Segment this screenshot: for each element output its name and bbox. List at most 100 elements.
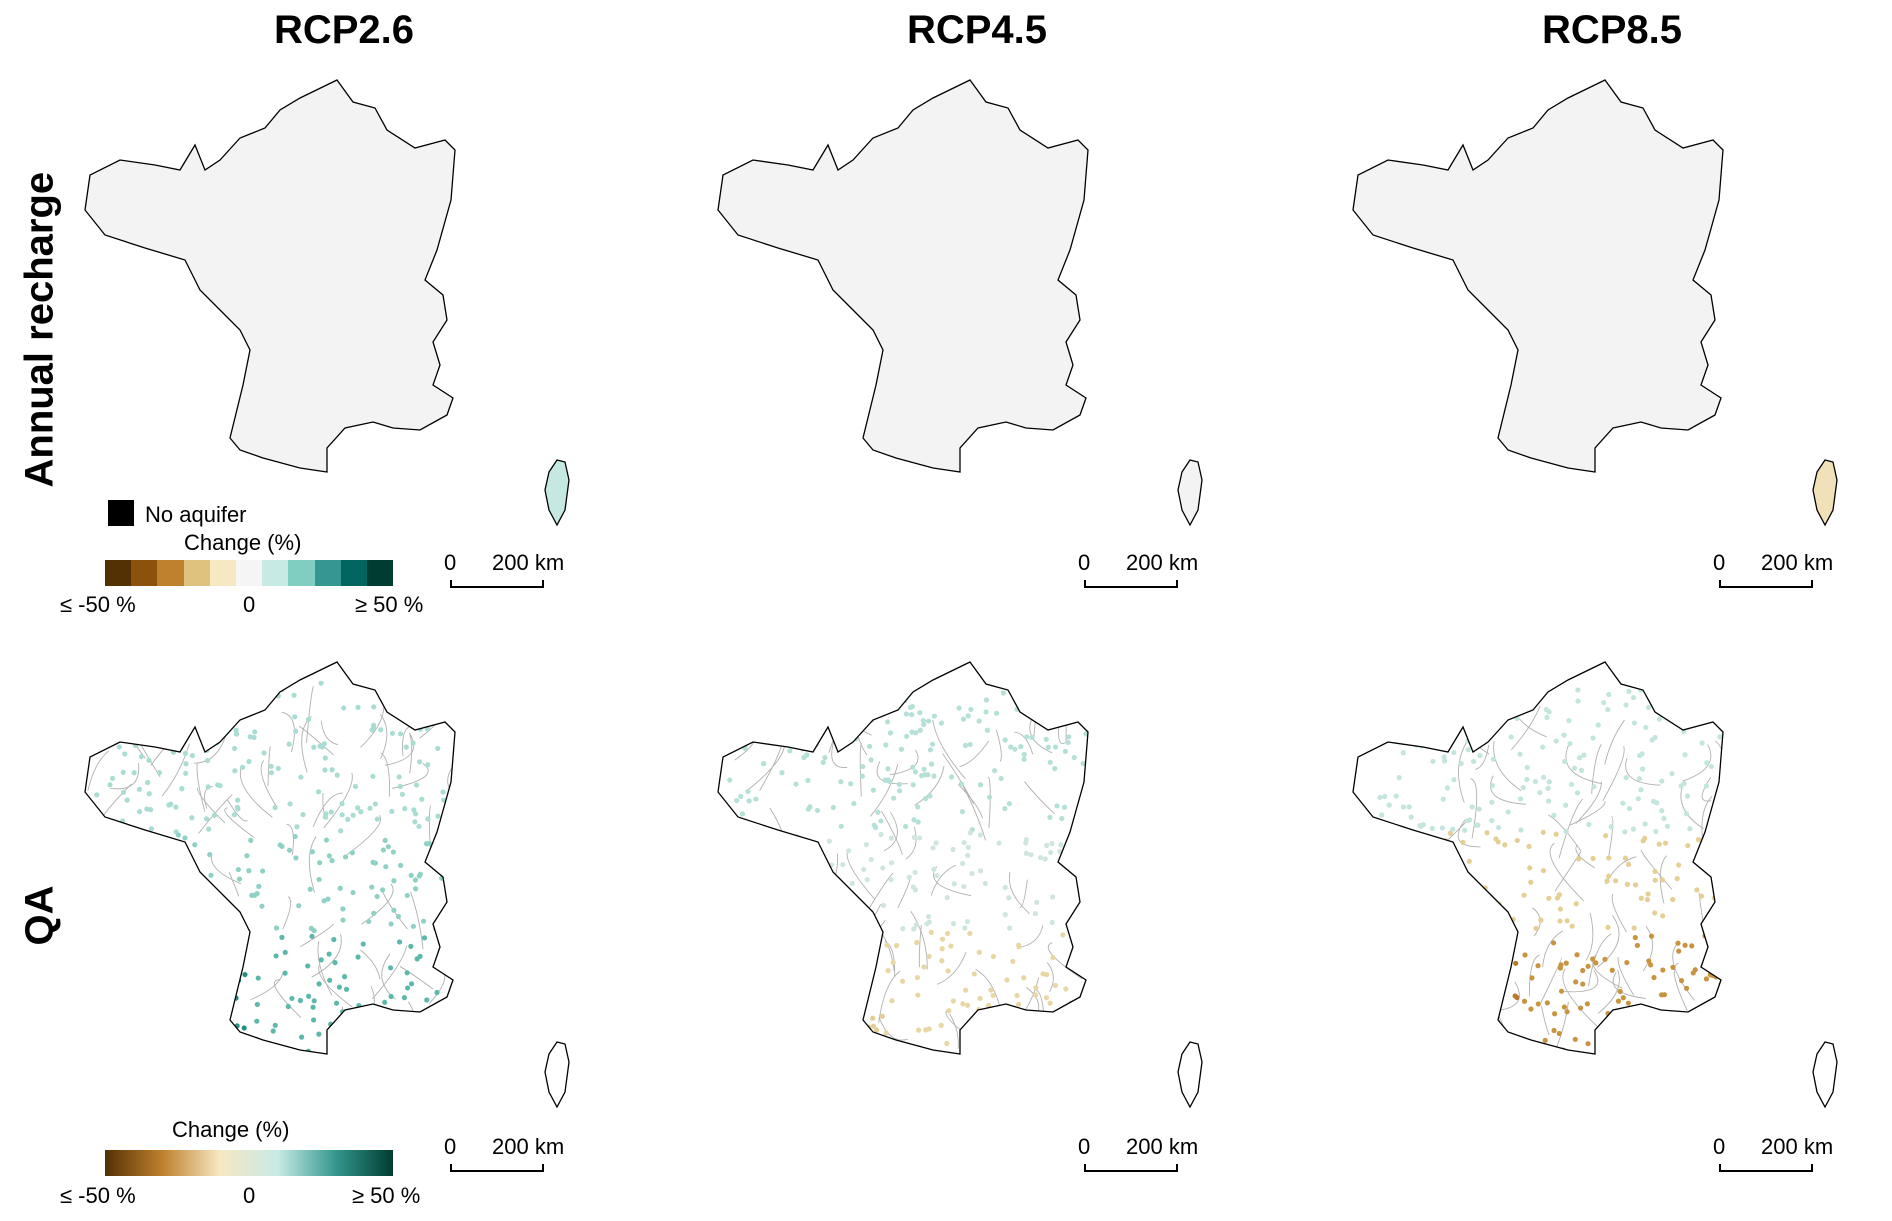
station-dot [879, 1013, 885, 1019]
station-dot [1620, 995, 1626, 1001]
river [878, 1016, 908, 1041]
station-dot [993, 710, 1000, 716]
station-dot [1675, 940, 1681, 946]
river [163, 980, 187, 1025]
station-dot [227, 1046, 233, 1052]
station-dot [1402, 883, 1408, 889]
station-dot [412, 819, 418, 825]
station-dot [174, 917, 181, 923]
station-dot [292, 714, 298, 720]
station-dot [898, 746, 905, 752]
station-dot [1439, 1045, 1446, 1051]
station-dot [741, 688, 747, 694]
station-dot [136, 786, 142, 792]
station-dot [411, 807, 417, 813]
station-dot [112, 821, 118, 827]
station-dot [1603, 833, 1609, 839]
river [1367, 700, 1385, 739]
river [1510, 705, 1541, 751]
station-dot [1021, 756, 1027, 762]
station-dot [371, 910, 377, 916]
station-dot [1474, 915, 1481, 922]
station-dot [739, 811, 746, 817]
station-dot [333, 1000, 340, 1006]
station-dot [821, 1019, 827, 1025]
station-dot [787, 973, 793, 979]
river [878, 970, 901, 1024]
station-dot [183, 1042, 189, 1048]
station-dot [1545, 798, 1552, 804]
station-dot [1640, 766, 1646, 772]
station-dot [931, 773, 937, 779]
station-dot [448, 834, 455, 840]
station-dot [916, 1027, 922, 1033]
station-dot [734, 797, 740, 804]
station-dot [99, 736, 105, 742]
station-dot [792, 728, 798, 735]
station-dot [452, 1045, 455, 1051]
station-dot [959, 809, 965, 815]
station-dot [1703, 847, 1709, 854]
station-dot [809, 948, 815, 954]
river [1682, 744, 1712, 782]
station-dot [142, 1013, 148, 1019]
station-dot [1659, 877, 1665, 883]
station-dot [136, 809, 143, 815]
river [196, 763, 206, 812]
station-dot [971, 971, 977, 977]
station-dot [255, 975, 261, 981]
station-dot [235, 866, 241, 873]
station-dot [1529, 975, 1535, 981]
station-dot [388, 993, 394, 1000]
station-dot [1444, 785, 1451, 791]
river [736, 851, 743, 889]
station-dot [1698, 893, 1705, 899]
station-dot [1561, 732, 1567, 738]
station-dot [907, 704, 914, 711]
station-dot [1400, 912, 1406, 918]
station-dot [1068, 846, 1074, 852]
station-dot [726, 889, 733, 895]
river [1024, 781, 1055, 814]
station-dot [366, 918, 372, 925]
station-dot [1676, 948, 1682, 954]
river [718, 936, 735, 986]
station-dot [395, 913, 402, 920]
station-dot [236, 876, 243, 882]
station-dot [1074, 832, 1080, 838]
station-dot [1707, 845, 1713, 851]
station-dot [730, 1046, 736, 1053]
station-dot [1023, 837, 1029, 843]
river [1490, 775, 1526, 805]
station-dot [761, 852, 768, 858]
station-dot [835, 699, 841, 705]
station-dot [1489, 1042, 1495, 1048]
scalebar-distance: 200 km [1761, 550, 1834, 575]
station-dot [977, 832, 983, 838]
station-dot [1060, 932, 1066, 938]
station-dot [1662, 840, 1669, 846]
map-france [717, 79, 1203, 527]
station-dot [1050, 1014, 1056, 1020]
station-dot [1446, 963, 1452, 970]
station-dot [868, 757, 874, 763]
station-dot [1004, 977, 1010, 983]
station-dot [1498, 934, 1504, 940]
station-dot [173, 1033, 179, 1039]
station-dot [1552, 1011, 1558, 1017]
station-dot [822, 754, 828, 761]
station-dot [1573, 901, 1579, 907]
station-dot [796, 939, 802, 945]
station-dot [285, 1003, 291, 1010]
station-dot [1414, 937, 1420, 943]
river [1549, 842, 1584, 902]
station-dot [1427, 993, 1433, 999]
station-dot [984, 1021, 990, 1027]
river [1026, 987, 1040, 1013]
station-dot [408, 943, 414, 949]
station-dot [1441, 977, 1447, 983]
station-dot [1490, 756, 1496, 762]
river [831, 739, 848, 768]
station-dot [933, 840, 939, 846]
station-dot [799, 908, 805, 914]
